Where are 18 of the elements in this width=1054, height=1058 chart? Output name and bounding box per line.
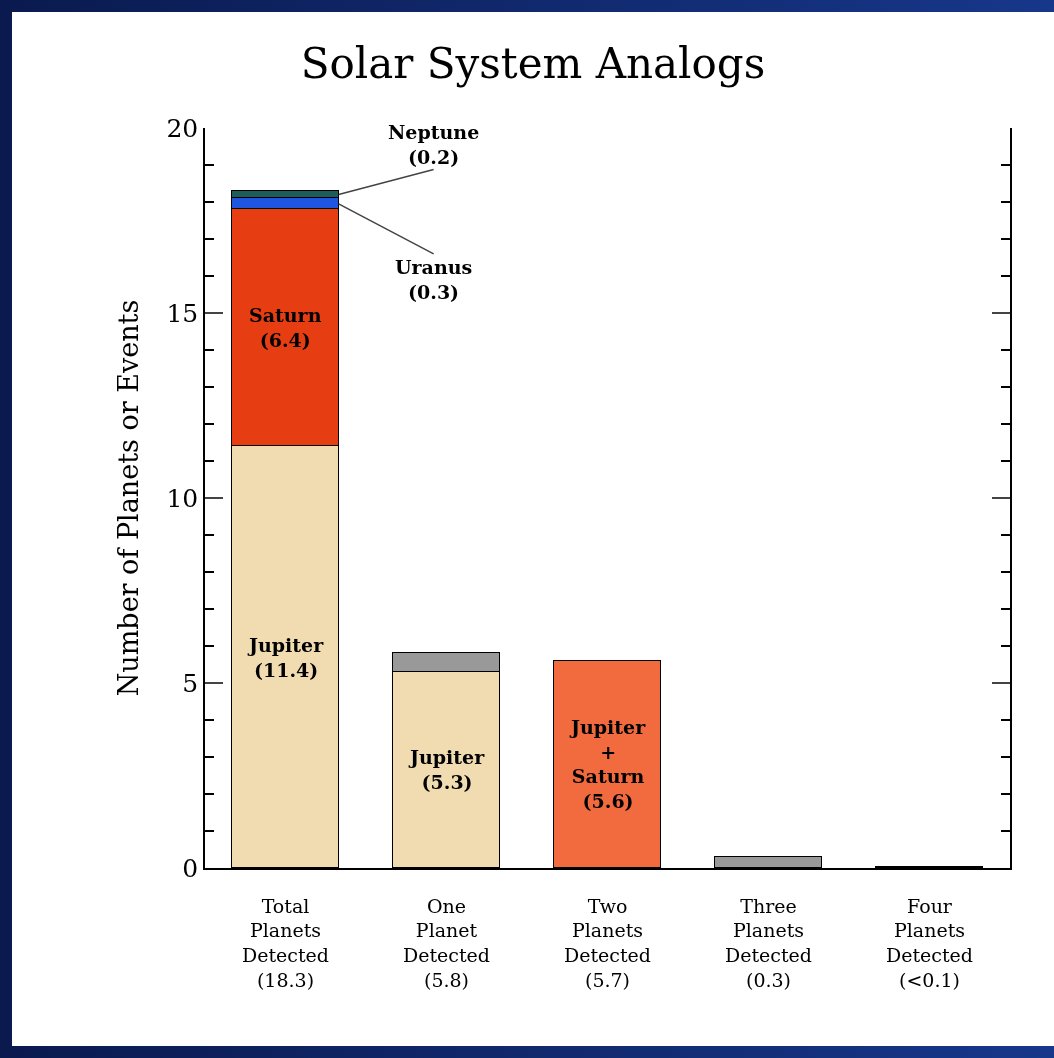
data-label: Neptune (0.2) bbox=[388, 121, 480, 168]
data-label: Uranus (0.3) bbox=[395, 256, 473, 303]
x-tick-label: Two Planets Detected (5.7) bbox=[563, 894, 652, 991]
data-label: Jupiter (11.4) bbox=[247, 634, 325, 681]
data-label: Saturn (6.4) bbox=[249, 304, 322, 351]
data-label: Jupiter + Saturn (5.6) bbox=[569, 716, 647, 813]
x-tick-label: Total Planets Detected (18.3) bbox=[241, 894, 330, 991]
y-tick-label: 15 bbox=[166, 298, 199, 328]
y-tick-label: 0 bbox=[182, 853, 199, 883]
y-axis-title: Number of Planets or Events bbox=[112, 299, 144, 697]
data-label: Jupiter (5.3) bbox=[408, 746, 486, 793]
x-tick-label: Four Planets Detected (<0.1) bbox=[885, 894, 974, 991]
chart-title: Solar System Analogs bbox=[300, 38, 766, 88]
x-tick-label: One Planet Detected (5.8) bbox=[402, 894, 491, 991]
y-tick-label: 10 bbox=[166, 483, 199, 513]
y-tick-label: 5 bbox=[182, 668, 199, 698]
y-tick-label: 20 bbox=[166, 113, 199, 143]
x-tick-label: Three Planets Detected (0.3) bbox=[724, 894, 813, 991]
